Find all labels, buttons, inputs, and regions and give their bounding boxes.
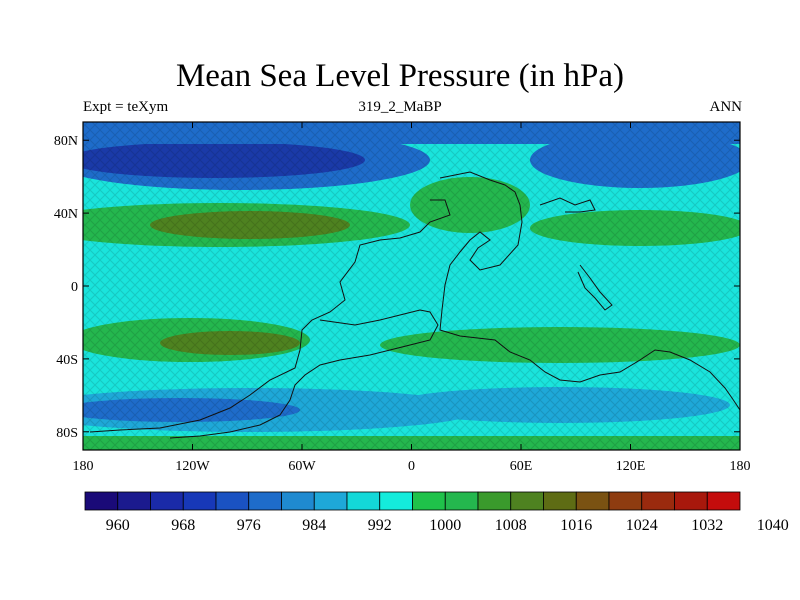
colorbar-label: 1008 bbox=[495, 517, 527, 534]
colorbar-label: 976 bbox=[237, 517, 261, 534]
colorbar-label: 984 bbox=[302, 517, 326, 534]
plot-title: Mean Sea Level Pressure (in hPa) bbox=[175, 58, 625, 94]
latitude-axis: 80N 40N 0 40S 80S bbox=[54, 134, 740, 441]
colorbar-swatch bbox=[346, 491, 381, 511]
colorbar-swatch bbox=[674, 491, 708, 511]
colorbar-swatch bbox=[215, 491, 250, 511]
lat-tick-label: 40N bbox=[54, 207, 78, 222]
colorbar-swatch bbox=[248, 491, 282, 511]
colorbar-swatch bbox=[117, 491, 151, 511]
coastline-east bbox=[539, 197, 613, 311]
run-label: 319_2_MaBP bbox=[358, 99, 442, 115]
experiment-label: Expt = teXym bbox=[83, 99, 169, 115]
colorbar-swatch bbox=[608, 491, 643, 511]
pressure-field bbox=[83, 122, 740, 450]
lat-tick-label: 40S bbox=[56, 353, 78, 368]
lon-tick-label: 120E bbox=[616, 459, 646, 474]
longitude-axis: 180 120W 60W 0 60E 120E 180 bbox=[73, 122, 751, 474]
lon-tick-label: 60W bbox=[288, 459, 316, 474]
lon-tick-label: 180 bbox=[73, 459, 94, 474]
colorbar-swatch bbox=[641, 491, 675, 511]
lat-tick-label: 80S bbox=[56, 426, 78, 441]
lon-tick-label: 60E bbox=[510, 459, 533, 474]
colorbar-swatch bbox=[477, 491, 512, 511]
colorbar-swatch bbox=[379, 491, 413, 511]
lon-tick-label: 180 bbox=[730, 459, 751, 474]
colorbar-swatch bbox=[706, 491, 741, 511]
lon-tick-label: 120W bbox=[175, 459, 210, 474]
colorbar-swatch bbox=[150, 491, 184, 511]
colorbar-label: 960 bbox=[106, 517, 130, 534]
colorbar-swatch bbox=[444, 491, 479, 511]
colorbar-label: 1016 bbox=[560, 517, 592, 534]
colorbar-swatch bbox=[182, 491, 217, 511]
lon-tick-label: 0 bbox=[408, 459, 415, 474]
colorbar-swatch bbox=[543, 491, 577, 511]
colorbar-swatch bbox=[281, 491, 315, 511]
colorbar-label: 992 bbox=[368, 517, 392, 534]
season-label: ANN bbox=[709, 99, 743, 115]
colorbar-swatch bbox=[575, 491, 610, 511]
colorbar-label: 1040 bbox=[757, 517, 789, 534]
colorbar-swatch bbox=[510, 491, 544, 511]
colorbar-label: 1000 bbox=[429, 517, 461, 534]
coastline-south bbox=[169, 309, 439, 439]
lat-tick-label: 0 bbox=[71, 280, 78, 295]
colorbar-label: 968 bbox=[171, 517, 195, 534]
colorbar: 960 968 976 984 992 1000 1008 1016 1024 1032 1040 bbox=[84, 491, 789, 534]
colorbar-swatch bbox=[412, 491, 446, 511]
lat-tick-label: 80N bbox=[54, 134, 78, 149]
coastline-west bbox=[89, 199, 451, 433]
colorbar-swatch bbox=[84, 491, 119, 511]
coastline-main bbox=[439, 171, 740, 411]
colorbar-label: 1024 bbox=[626, 517, 658, 534]
colorbar-label: 1032 bbox=[691, 517, 723, 534]
colorbar-swatch bbox=[313, 491, 348, 511]
